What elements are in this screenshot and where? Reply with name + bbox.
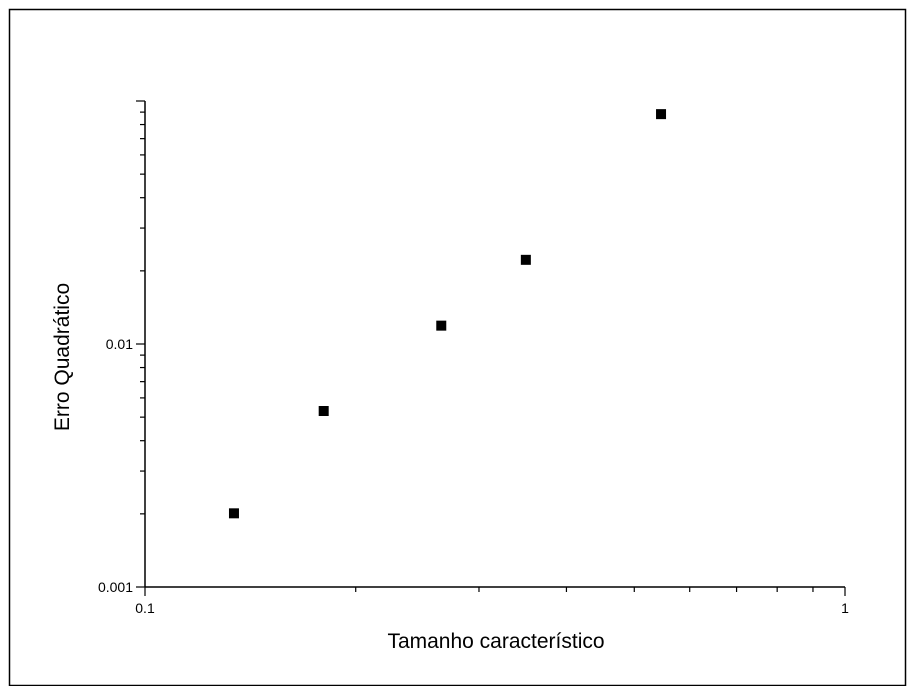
y-axis bbox=[136, 100, 146, 588]
y-tick-label-1: 0.01 bbox=[106, 336, 133, 352]
data-point bbox=[228, 508, 239, 519]
data-point bbox=[318, 406, 329, 417]
data-point bbox=[656, 109, 667, 120]
y-axis-label: Erro Quadrático bbox=[51, 283, 74, 431]
x-tick-label-1: 1 bbox=[841, 600, 849, 616]
y-tick-labels: 0.001 0.01 bbox=[98, 336, 133, 595]
data-point bbox=[520, 254, 531, 265]
chart-frame bbox=[8, 8, 907, 686]
data-point bbox=[436, 320, 447, 331]
x-axis bbox=[144, 586, 846, 596]
data-points bbox=[228, 109, 667, 519]
x-tick-label-0: 0.1 bbox=[135, 600, 155, 616]
y-tick-label-0: 0.001 bbox=[98, 579, 133, 595]
x-tick-labels: 0.1 1 bbox=[135, 600, 849, 616]
x-axis-label: Tamanho característico bbox=[387, 630, 604, 653]
